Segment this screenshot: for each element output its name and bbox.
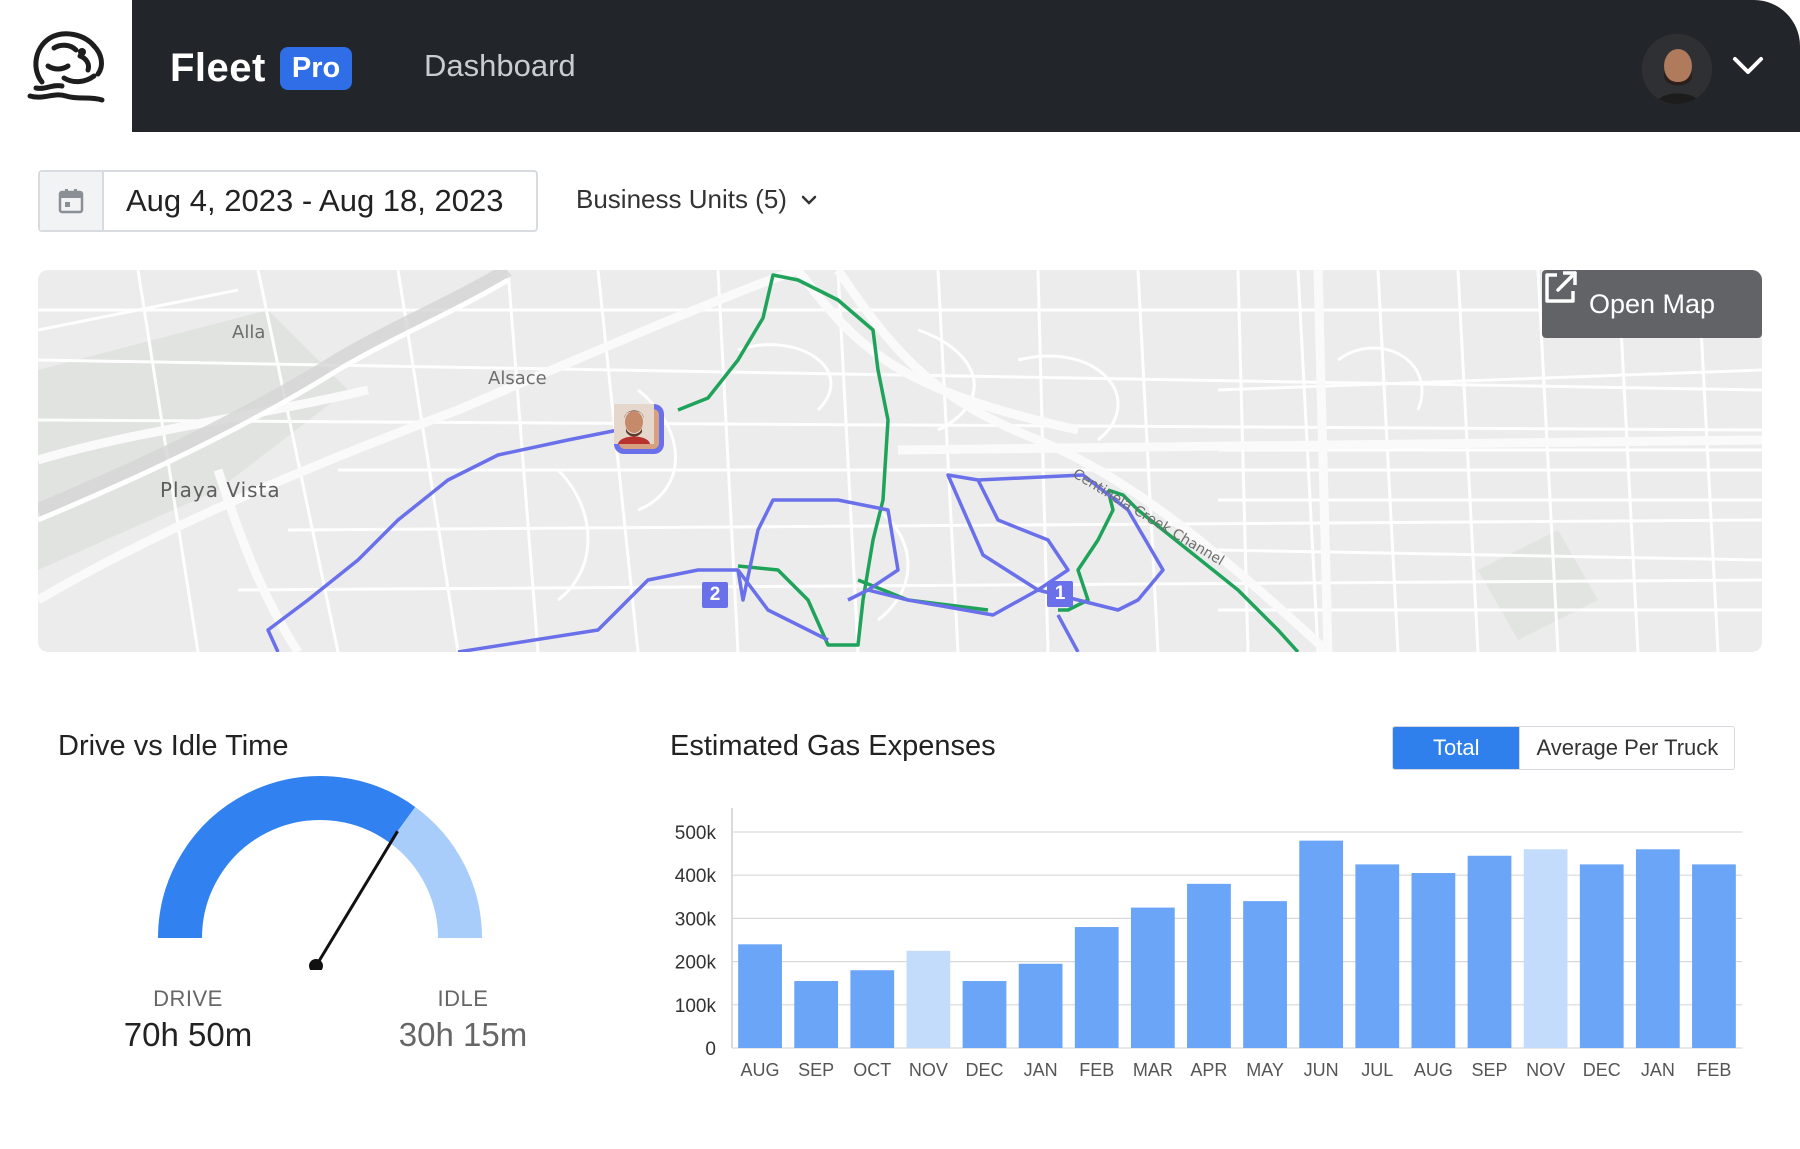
chevron-down-icon bbox=[801, 195, 817, 205]
gauge-needle bbox=[314, 830, 399, 967]
external-link-icon bbox=[1545, 271, 1577, 303]
mascot-logo-icon bbox=[27, 31, 105, 103]
business-units-dropdown[interactable]: Business Units (5) bbox=[576, 184, 817, 215]
x-tick-label: AUG bbox=[1414, 1060, 1453, 1080]
calendar-button[interactable] bbox=[40, 172, 104, 230]
x-tick-label: AUG bbox=[741, 1060, 780, 1080]
x-tick-label: DEC bbox=[1583, 1060, 1621, 1080]
y-tick-label: 0 bbox=[705, 1039, 716, 1060]
driver-avatar bbox=[614, 404, 659, 449]
drive-label: DRIVE bbox=[153, 986, 223, 1011]
x-tick-label: JUN bbox=[1304, 1060, 1339, 1080]
gas-expenses-title: Estimated Gas Expenses bbox=[670, 730, 996, 762]
y-tick-label: 100k bbox=[675, 996, 717, 1017]
route-map[interactable]: Alla Alsace Playa Vista Centinela Creek … bbox=[38, 270, 1762, 652]
bar bbox=[1074, 927, 1119, 1048]
x-tick-label: MAR bbox=[1133, 1060, 1173, 1080]
y-tick-label: 200k bbox=[675, 953, 717, 974]
stop-marker-2[interactable]: 2 bbox=[702, 582, 728, 608]
stop-marker-1[interactable]: 1 bbox=[1047, 581, 1073, 607]
idle-value: 30h 15m bbox=[398, 1016, 528, 1053]
bar bbox=[1355, 864, 1400, 1048]
bar bbox=[962, 981, 1007, 1048]
bar bbox=[1018, 963, 1063, 1048]
gauge-drive-arc bbox=[158, 776, 416, 939]
y-tick-label: 500k bbox=[675, 823, 717, 844]
x-tick-label: NOV bbox=[1526, 1060, 1565, 1080]
map-label-alsace: Alsace bbox=[488, 368, 547, 389]
calendar-icon bbox=[58, 189, 84, 214]
gas-expenses-toggle: Total Average Per Truck bbox=[1392, 726, 1736, 770]
y-tick-label: 300k bbox=[675, 909, 717, 930]
date-range-picker[interactable]: Aug 4, 2023 - Aug 18, 2023 bbox=[38, 170, 538, 232]
drive-idle-gauge bbox=[158, 776, 482, 970]
chevron-down-icon[interactable] bbox=[1732, 56, 1764, 76]
logo[interactable] bbox=[0, 0, 132, 132]
route-green bbox=[677, 273, 1300, 652]
gas-expenses-chart: 0 100k 200k 300k 400k 500k AUG SEP OCT NOV DEC JAN F… bbox=[675, 808, 1742, 1080]
x-tick-label: DEC bbox=[965, 1060, 1003, 1080]
x-tick-label: JUL bbox=[1361, 1060, 1393, 1080]
toggle-total[interactable]: Total bbox=[1393, 727, 1520, 769]
bar bbox=[1635, 849, 1680, 1048]
pro-badge: Pro bbox=[279, 47, 353, 90]
x-tick-label: JAN bbox=[1024, 1060, 1058, 1080]
driver-location-marker[interactable] bbox=[614, 404, 664, 454]
bar bbox=[1130, 907, 1175, 1048]
x-tick-label: MAY bbox=[1246, 1060, 1284, 1080]
bar bbox=[1299, 840, 1344, 1048]
bar bbox=[850, 970, 895, 1048]
bar bbox=[1523, 849, 1568, 1048]
bar bbox=[1692, 864, 1736, 1048]
map-streets bbox=[38, 270, 1762, 652]
bar bbox=[1187, 883, 1231, 1048]
top-navigation-bar: Fleet Pro Dashboard bbox=[132, 0, 1800, 132]
drive-value: 70h 50m bbox=[123, 1016, 253, 1053]
x-tick-label: FEB bbox=[1696, 1060, 1731, 1080]
idle-label: IDLE bbox=[437, 986, 489, 1011]
date-range-value: Aug 4, 2023 - Aug 18, 2023 bbox=[126, 183, 504, 218]
y-tick-label: 400k bbox=[675, 866, 717, 887]
map-label-playa-vista: Playa Vista bbox=[160, 478, 281, 502]
bar bbox=[1243, 901, 1287, 1048]
drive-idle-title: Drive vs Idle Time bbox=[58, 730, 289, 762]
brand-name: Fleet bbox=[170, 46, 266, 90]
x-tick-label: SEP bbox=[1471, 1060, 1507, 1080]
bar bbox=[794, 981, 839, 1048]
x-tick-label: NOV bbox=[909, 1060, 948, 1080]
x-tick-label: FEB bbox=[1079, 1060, 1114, 1080]
route-blue bbox=[266, 418, 1165, 652]
gauge-idle-arc bbox=[388, 806, 482, 939]
toggle-average-per-truck[interactable]: Average Per Truck bbox=[1519, 727, 1735, 769]
x-tick-label: SEP bbox=[798, 1060, 834, 1080]
open-map-label: Open Map bbox=[1588, 288, 1716, 319]
bar bbox=[1579, 864, 1624, 1048]
x-tick-label: OCT bbox=[853, 1060, 891, 1080]
map-label-alla: Alla bbox=[232, 322, 266, 343]
avatar[interactable] bbox=[1642, 34, 1712, 104]
bar bbox=[738, 944, 782, 1048]
bar bbox=[1467, 855, 1512, 1048]
x-tick-label: JAN bbox=[1641, 1060, 1675, 1080]
nav-item-dashboard[interactable]: Dashboard bbox=[424, 48, 576, 83]
gauge-needle-pivot bbox=[309, 959, 323, 970]
open-map-button[interactable]: Open Map bbox=[1542, 270, 1762, 338]
brand[interactable]: Fleet Pro bbox=[170, 46, 353, 91]
bar bbox=[1411, 873, 1456, 1048]
x-tick-label: APR bbox=[1190, 1060, 1227, 1080]
bar bbox=[906, 950, 951, 1048]
business-units-label: Business Units (5) bbox=[576, 184, 787, 214]
